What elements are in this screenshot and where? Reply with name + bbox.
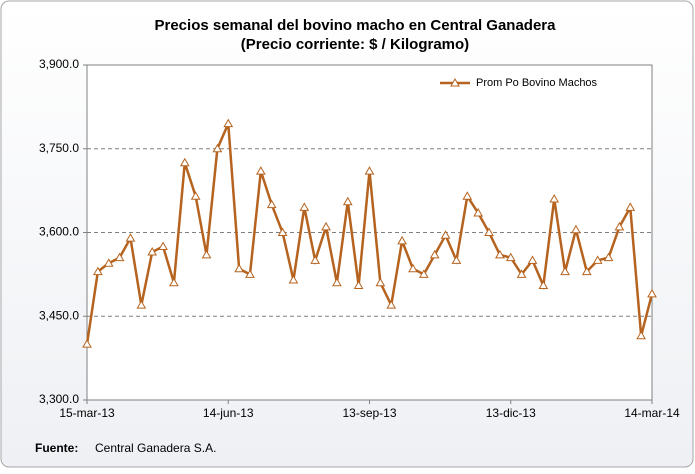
marker (169, 277, 179, 287)
marker (505, 252, 516, 262)
marker (636, 330, 646, 340)
marker (560, 266, 570, 276)
marker (527, 255, 538, 264)
marker (321, 221, 331, 231)
marker (266, 199, 277, 209)
marker (495, 249, 505, 259)
marker (549, 193, 560, 203)
marker (342, 196, 353, 206)
chart-subtitle: (Precio corriente: $ / Kilogramo) (241, 36, 469, 53)
marker (386, 300, 397, 309)
x-tick-label: 13-sep-13 (342, 406, 396, 420)
marker (581, 266, 592, 276)
marker (571, 224, 581, 234)
marker (114, 252, 125, 262)
marker (158, 241, 168, 250)
marker (429, 249, 440, 259)
y-tick-label: 3,300.0 (39, 392, 79, 406)
y-tick-label: 3,750.0 (39, 141, 79, 155)
marker (288, 274, 299, 284)
source: Central Ganadera S.A. (95, 441, 216, 455)
marker (408, 263, 418, 273)
marker (647, 288, 657, 298)
marker (245, 269, 255, 278)
marker (418, 269, 429, 278)
marker (451, 255, 462, 264)
marker (310, 255, 321, 264)
marker (277, 227, 288, 236)
marker (93, 266, 103, 276)
marker (201, 249, 212, 259)
marker (223, 118, 234, 128)
marker (538, 280, 549, 290)
x-tick-label: 13-dic-13 (486, 406, 536, 420)
marker (125, 233, 136, 242)
marker (136, 300, 147, 309)
marker (375, 277, 386, 287)
marker (625, 202, 636, 211)
marker (147, 247, 158, 256)
marker (484, 227, 494, 236)
marker (212, 143, 223, 153)
marker (353, 280, 364, 290)
chart-title: Precios semanal del bovino macho en Cent… (155, 17, 557, 34)
marker (440, 230, 451, 239)
legend-marker (450, 77, 460, 87)
marker (462, 191, 473, 200)
marker (190, 191, 201, 200)
marker (614, 221, 625, 231)
marker (179, 157, 190, 167)
source-label: Fuente: (35, 441, 78, 455)
marker (473, 207, 484, 217)
y-tick-label: 3,450.0 (39, 308, 79, 322)
x-tick-label: 14-mar-14 (624, 406, 680, 420)
marker (603, 252, 614, 262)
marker (592, 255, 603, 264)
marker (82, 339, 92, 348)
marker (299, 202, 310, 211)
marker (397, 235, 407, 245)
y-tick-label: 3,900.0 (39, 57, 79, 71)
marker (364, 166, 375, 175)
marker (516, 269, 527, 278)
x-tick-label: 14-jun-13 (203, 406, 254, 420)
marker (332, 277, 342, 287)
y-tick-label: 3,600.0 (39, 225, 79, 239)
legend-label: Prom Po Bovino Machos (476, 77, 598, 89)
marker (103, 258, 114, 267)
x-tick-label: 15-mar-13 (59, 406, 115, 420)
marker (255, 166, 266, 175)
marker (234, 263, 244, 273)
